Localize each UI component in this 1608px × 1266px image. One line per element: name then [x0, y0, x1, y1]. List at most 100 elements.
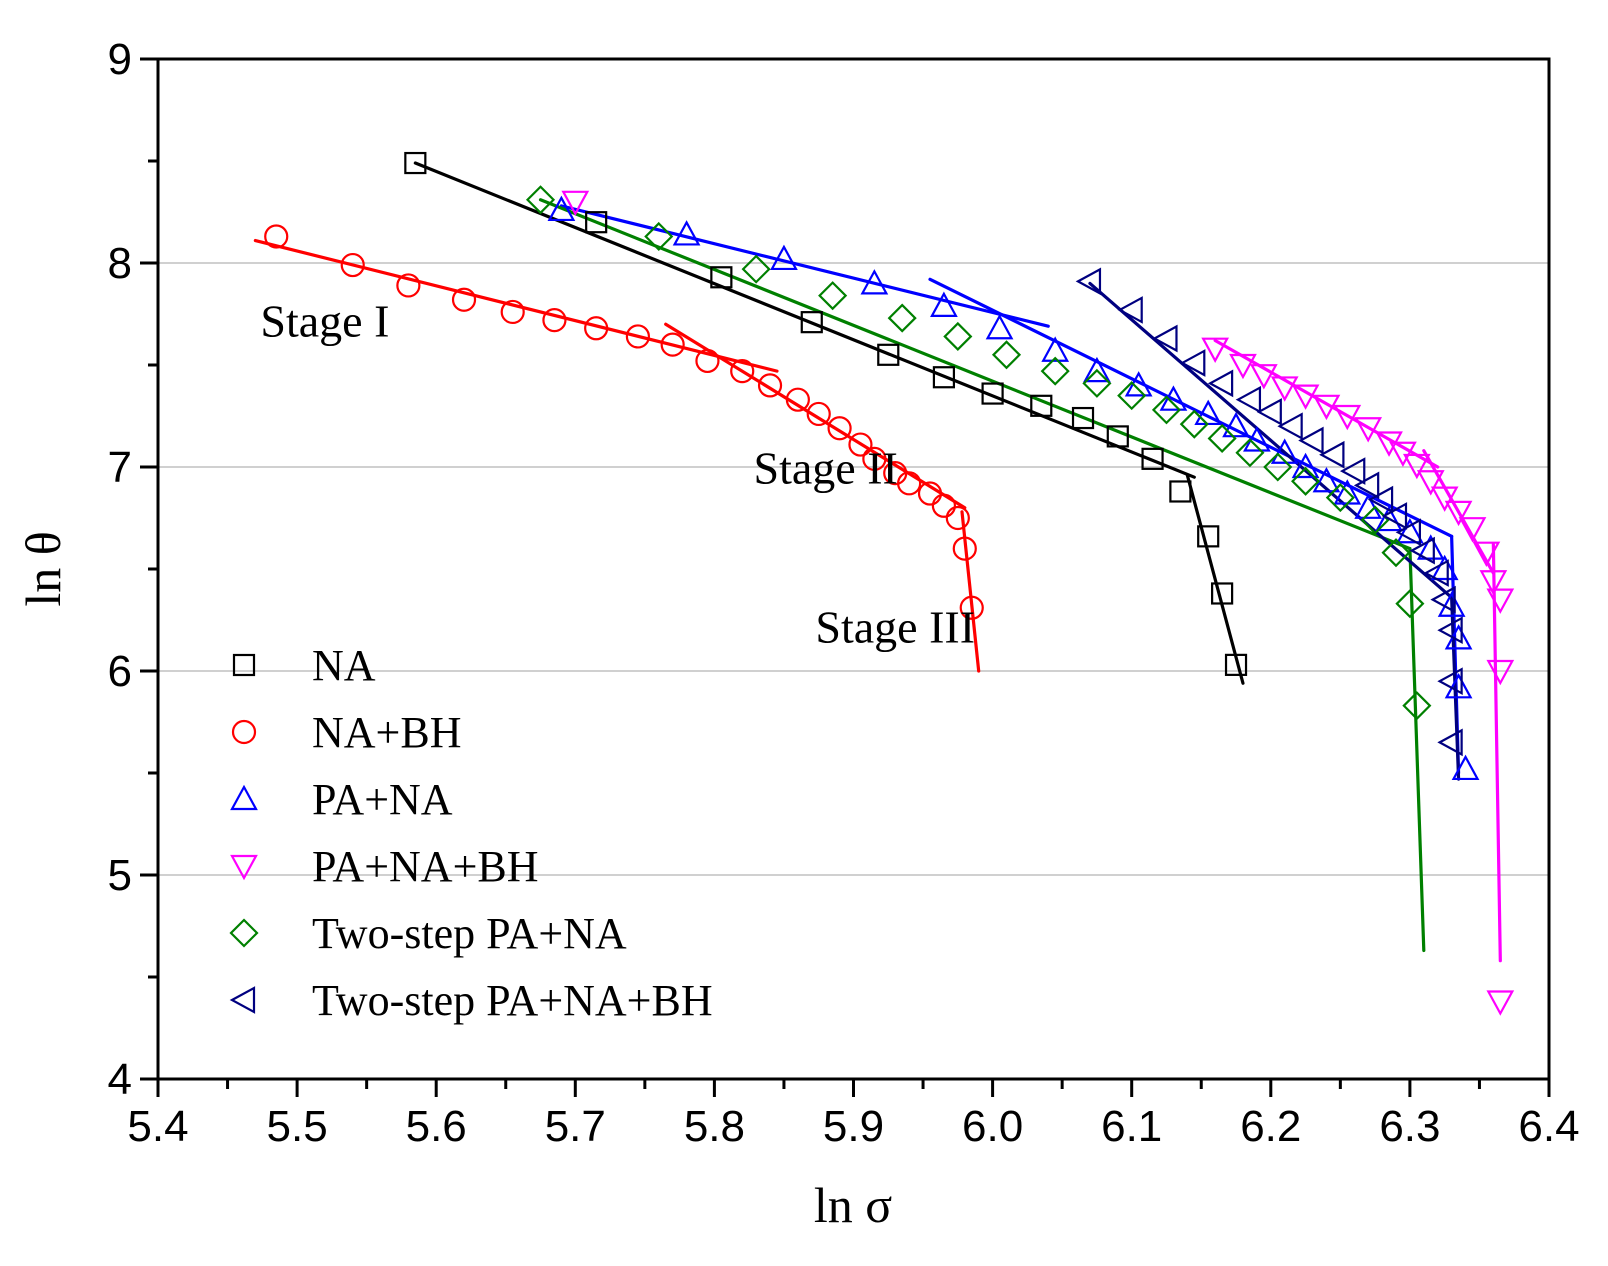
data-point-na-bh: [757, 373, 783, 398]
y-tick-label: 7: [108, 443, 132, 492]
data-point-na-bh: [785, 387, 810, 412]
data-point-two-step-pa-na: [741, 254, 771, 284]
data-point-two-step-pa-na: [1325, 483, 1355, 513]
x-tick-label: 5.8: [684, 1102, 745, 1151]
data-point-two-step-pa-na: [991, 340, 1022, 370]
data-point-na-bh: [959, 595, 984, 620]
data-point-two-step-pa-na-bh: [1075, 267, 1102, 296]
data-point-na-bh: [264, 224, 289, 249]
fit-line-pa-na: [928, 277, 1454, 538]
data-point-pa-na: [1083, 356, 1111, 383]
data-point-na-bh: [695, 348, 720, 374]
data-point-two-step-pa-na: [1402, 691, 1432, 721]
legend-marker-pa-na-bh: [230, 854, 258, 881]
data-point-pa-na: [1222, 411, 1250, 438]
data-point-pa-na-bh: [1201, 337, 1230, 363]
data-point-pa-na: [1416, 534, 1445, 560]
data-point-pa-na: [1396, 517, 1424, 544]
data-point-pa-na-bh: [1444, 500, 1473, 527]
legend-label-two-step-pa-na-bh: Two-step PA+NA+BH: [312, 976, 713, 1025]
x-tick-label: 5.6: [406, 1102, 467, 1151]
data-point-na-bh: [806, 401, 831, 427]
data-point-two-step-pa-na-bh: [1381, 502, 1408, 530]
data-point-na: [1141, 447, 1164, 470]
data-point-pa-na: [672, 220, 701, 246]
data-point-na: [877, 343, 900, 366]
data-point-two-step-pa-na: [644, 221, 674, 252]
data-point-na-bh: [500, 299, 525, 325]
data-point-pa-na: [1375, 505, 1403, 532]
fit-line-na: [413, 161, 1196, 479]
data-point-two-step-pa-na-bh: [1423, 559, 1449, 587]
data-point-pa-na-bh: [1291, 384, 1320, 410]
legend-label-pa-na-bh: PA+NA+BH: [312, 842, 539, 891]
data-point-two-step-pa-na: [1235, 438, 1265, 468]
data-point-two-step-pa-na-bh: [1437, 728, 1463, 757]
data-point-pa-na: [1041, 336, 1070, 362]
data-point-na-bh: [931, 493, 957, 518]
legend-marker-two-step-pa-na: [229, 918, 259, 948]
stage-annotation: Stage II: [754, 442, 898, 493]
legend-marker-na-bh: [231, 719, 257, 745]
data-point-two-step-pa-na: [1082, 368, 1112, 398]
x-tick-label: 6.1: [1101, 1102, 1162, 1151]
data-point-na: [800, 311, 823, 334]
data-point-pa-na: [1444, 624, 1473, 650]
data-point-pa-na-bh: [1403, 453, 1431, 480]
data-point-na: [710, 266, 733, 289]
data-point-na: [1169, 480, 1192, 503]
fit-line-pa-na-bh: [1491, 542, 1502, 963]
data-point-na-bh: [625, 324, 650, 349]
data-point-na-bh: [897, 471, 922, 496]
data-point-pa-na: [770, 244, 798, 271]
data-point-two-step-pa-na: [818, 281, 848, 311]
y-tick-label: 8: [108, 239, 132, 288]
data-point-pa-na-bh: [1479, 570, 1508, 596]
data-point-two-step-pa-na: [1291, 466, 1321, 496]
data-point-two-step-pa-na: [1263, 452, 1293, 482]
data-point-two-step-pa-na-bh: [1430, 585, 1456, 614]
data-point-na-bh: [945, 505, 970, 531]
data-point-na: [1224, 653, 1248, 676]
data-point-two-step-pa-na-bh: [1256, 398, 1282, 426]
data-point-na-bh: [396, 273, 421, 298]
data-point-na-bh: [952, 536, 977, 561]
x-tick-label: 5.9: [823, 1102, 884, 1151]
x-tick-label: 6.4: [1518, 1102, 1579, 1151]
data-point-na: [1106, 425, 1129, 448]
data-point-two-step-pa-na-bh: [1277, 412, 1303, 441]
data-point-two-step-pa-na-bh: [1207, 369, 1234, 398]
data-point-na-bh: [827, 416, 852, 441]
data-point-two-step-pa-na: [1381, 538, 1411, 568]
y-axis-title: ln θ: [15, 531, 71, 606]
data-point-pa-na: [930, 291, 958, 317]
data-point-two-step-pa-na: [1207, 423, 1237, 453]
data-point-two-step-pa-na-bh: [1298, 426, 1324, 455]
data-point-pa-na: [1444, 673, 1473, 699]
data-point-na: [1030, 394, 1053, 417]
data-point-na: [1071, 406, 1095, 430]
data-point-two-step-pa-na-bh: [1319, 440, 1345, 469]
data-point-pa-na: [547, 195, 576, 222]
legend-label-two-step-pa-na: Two-step PA+NA: [312, 909, 627, 958]
data-point-na-bh: [584, 316, 609, 341]
data-point-na-bh: [340, 252, 365, 278]
y-tick-label: 4: [108, 1055, 132, 1104]
data-point-pa-na: [985, 313, 1014, 340]
data-point-two-step-pa-na: [1040, 356, 1070, 386]
data-point-pa-na: [1430, 554, 1459, 581]
legend-label-pa-na: PA+NA: [312, 775, 453, 824]
data-point-pa-na-bh: [1458, 517, 1487, 543]
data-point-pa-na: [1451, 754, 1480, 781]
data-point-pa-na-bh: [1389, 441, 1417, 468]
y-tick-label: 6: [108, 647, 132, 696]
legend-marker-pa-na: [230, 784, 258, 811]
data-point-pa-na-bh: [1430, 486, 1459, 512]
fit-line-pa-na-bh: [1213, 338, 1440, 469]
data-point-na-bh: [660, 332, 685, 357]
legend-label-na: NA: [312, 641, 376, 690]
data-point-two-step-pa-na: [1151, 395, 1182, 425]
data-point-na: [981, 382, 1004, 405]
data-point-two-step-pa-na-bh: [1353, 471, 1380, 500]
data-point-na: [932, 366, 956, 389]
